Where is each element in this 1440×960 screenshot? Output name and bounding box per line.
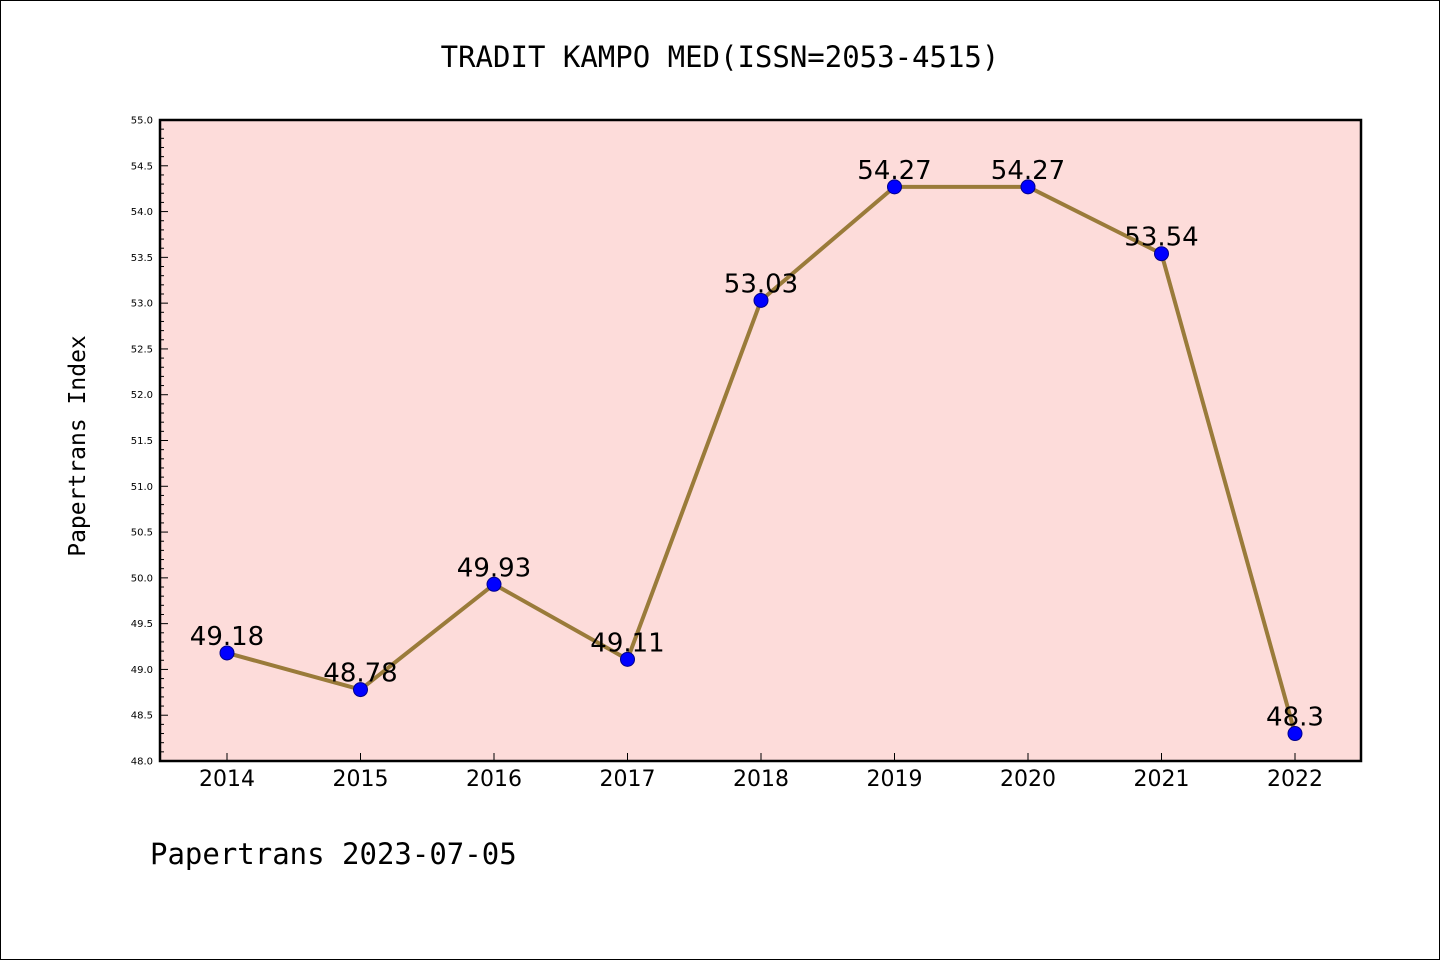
y-tick-label: 53.5 xyxy=(131,253,153,264)
data-markers xyxy=(219,179,1303,742)
y-tick-label: 54.0 xyxy=(131,207,153,218)
plot-border xyxy=(158,118,1363,763)
data-value-label: 54.27 xyxy=(857,156,931,186)
footer-date-label: Papertrans 2023-07-05 xyxy=(150,837,517,871)
x-tick-label: 2014 xyxy=(199,767,255,792)
y-tick-label: 55.0 xyxy=(131,116,153,127)
data-point xyxy=(1020,179,1036,195)
y-tick-label: 50.5 xyxy=(131,528,153,539)
data-value-label: 48.3 xyxy=(1266,703,1324,733)
y-tick-label: 51.5 xyxy=(131,436,153,447)
y-tick-label: 49.5 xyxy=(131,619,153,630)
y-tick-label: 48.0 xyxy=(131,757,153,768)
y-tick-label: 54.5 xyxy=(131,161,153,172)
x-tick-label: 2022 xyxy=(1267,767,1323,792)
x-axis-ticks: 2014 2015 2016 2017 2018 2019 2020 2021 2022 xyxy=(199,753,1323,792)
y-tick-label: 52.0 xyxy=(131,390,153,401)
chart-title: TRADIT KAMPO MED(ISSN=2053-4515) xyxy=(441,40,1000,74)
data-point xyxy=(1154,246,1169,262)
data-point xyxy=(753,292,769,308)
x-tick-label: 2016 xyxy=(466,767,522,792)
data-point xyxy=(887,179,902,195)
data-point xyxy=(620,651,635,667)
data-value-label: 53.03 xyxy=(724,269,798,299)
y-tick-label: 51.0 xyxy=(131,482,153,493)
data-value-label: 53.54 xyxy=(1124,223,1198,253)
data-labels: 49.18 48.78 49.93 49.11 53.03 54.27 54.27 53.54… xyxy=(190,156,1324,733)
y-tick-label: 49.0 xyxy=(131,665,153,676)
data-value-label: 48.78 xyxy=(323,659,397,689)
x-tick-label: 2017 xyxy=(600,767,656,792)
data-value-label: 54.27 xyxy=(991,156,1065,186)
y-axis-ticks: 48.0 48.5 49.0 49.5 50.0 50.5 51.0 51.5 52.0 52.5… xyxy=(131,116,168,768)
data-value-label: 49.18 xyxy=(190,622,264,652)
data-value-label: 49.93 xyxy=(457,553,531,583)
data-point xyxy=(486,576,502,592)
x-tick-label: 2019 xyxy=(867,767,923,792)
x-tick-label: 2020 xyxy=(1000,767,1056,792)
y-axis-label: Papertrans Index xyxy=(65,335,91,557)
plot-area xyxy=(160,120,1361,761)
x-tick-label: 2018 xyxy=(733,767,789,792)
y-tick-label: 52.5 xyxy=(131,344,153,355)
y-tick-label: 53.0 xyxy=(131,299,153,310)
x-tick-label: 2021 xyxy=(1134,767,1190,792)
data-point xyxy=(219,645,235,661)
y-tick-label: 50.0 xyxy=(131,573,153,584)
data-value-label: 49.11 xyxy=(590,628,664,658)
x-tick-label: 2015 xyxy=(333,767,389,792)
data-point xyxy=(1287,726,1303,742)
y-tick-label: 48.5 xyxy=(131,711,153,722)
data-point xyxy=(353,682,368,698)
